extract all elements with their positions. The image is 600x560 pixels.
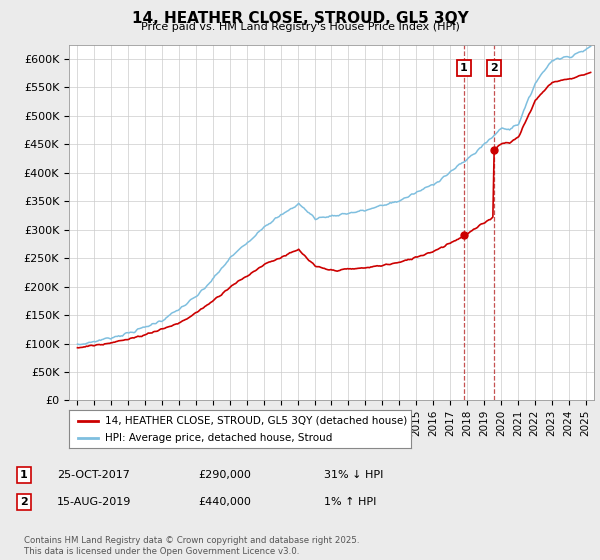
Text: 1% ↑ HPI: 1% ↑ HPI — [324, 497, 376, 507]
Text: Price paid vs. HM Land Registry's House Price Index (HPI): Price paid vs. HM Land Registry's House … — [140, 22, 460, 32]
Text: 15-AUG-2019: 15-AUG-2019 — [57, 497, 131, 507]
Text: 1: 1 — [460, 63, 468, 73]
Text: 25-OCT-2017: 25-OCT-2017 — [57, 470, 130, 480]
Text: 2: 2 — [20, 497, 28, 507]
Text: 31% ↓ HPI: 31% ↓ HPI — [324, 470, 383, 480]
Text: £440,000: £440,000 — [198, 497, 251, 507]
Text: Contains HM Land Registry data © Crown copyright and database right 2025.
This d: Contains HM Land Registry data © Crown c… — [24, 536, 359, 556]
Text: 14, HEATHER CLOSE, STROUD, GL5 3QY: 14, HEATHER CLOSE, STROUD, GL5 3QY — [131, 11, 469, 26]
Text: £290,000: £290,000 — [198, 470, 251, 480]
Text: 2: 2 — [491, 63, 498, 73]
Text: HPI: Average price, detached house, Stroud: HPI: Average price, detached house, Stro… — [105, 433, 332, 444]
Text: 1: 1 — [20, 470, 28, 480]
Text: 14, HEATHER CLOSE, STROUD, GL5 3QY (detached house): 14, HEATHER CLOSE, STROUD, GL5 3QY (deta… — [105, 416, 407, 426]
